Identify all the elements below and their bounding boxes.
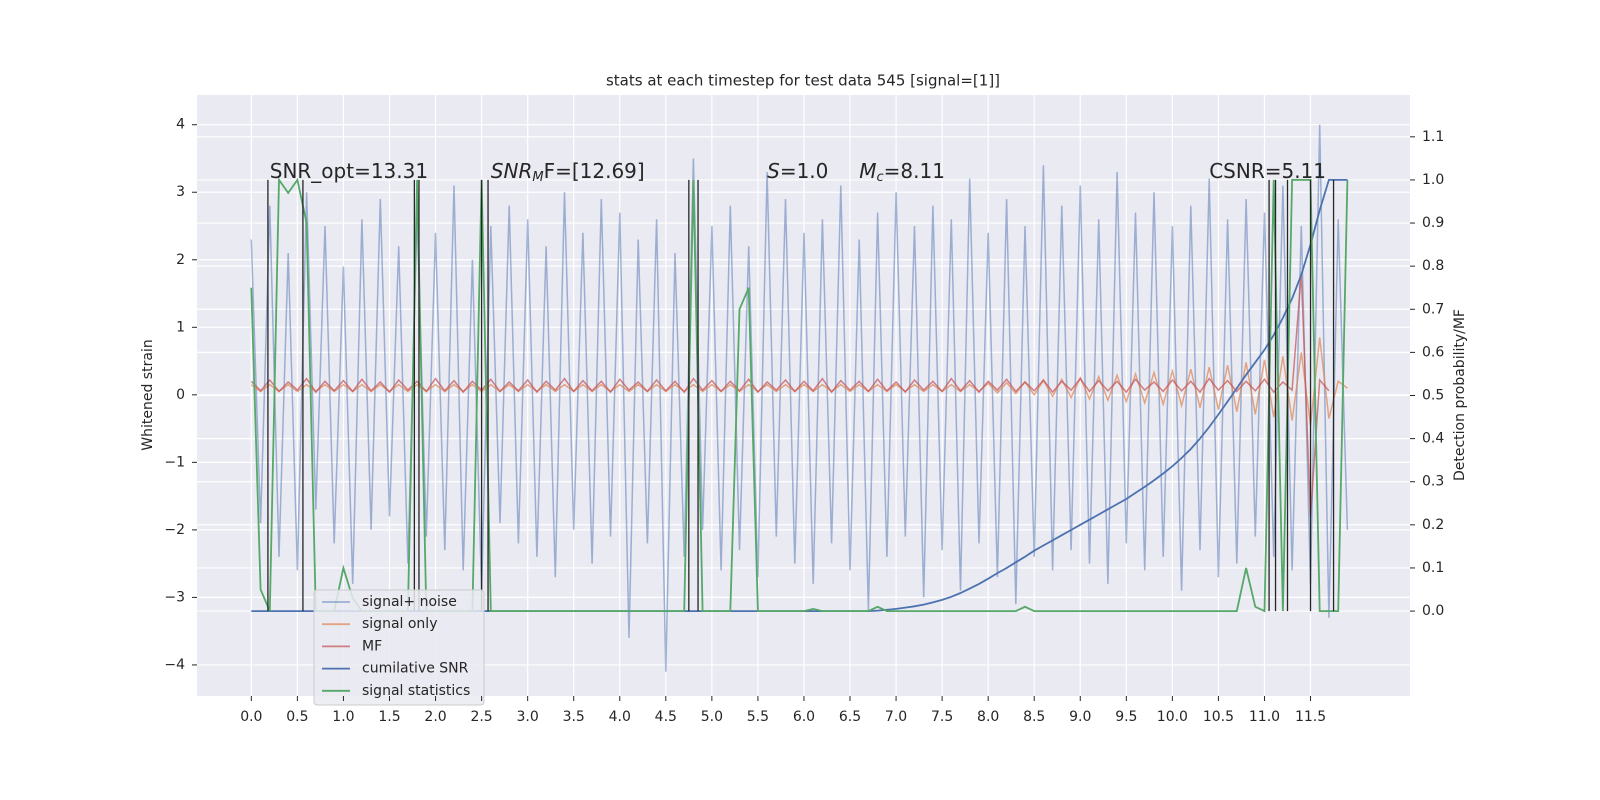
annotation: S=1.0: [767, 158, 828, 182]
annotation-part: =1.0: [780, 158, 829, 182]
annotation-part: S: [767, 158, 780, 182]
annotation-part: SNR_opt=13.31: [270, 158, 428, 182]
y2-tick-label: 1.0: [1422, 172, 1444, 188]
annotation-part: M: [859, 158, 876, 182]
y2-tick-label: 0.7: [1422, 301, 1444, 317]
x-tick-label: 0.5: [286, 709, 308, 725]
x-tick-label: 11.0: [1249, 709, 1280, 725]
annotation-part: M: [532, 169, 543, 184]
annotation: CSNR=5.11: [1209, 158, 1326, 182]
annotation-part: c: [876, 169, 883, 184]
y-tick-label: 1: [176, 319, 185, 335]
y2-tick-label: 0.6: [1422, 344, 1444, 360]
series-line: [250, 124, 1349, 672]
x-tick-label: 11.5: [1295, 709, 1326, 725]
chart-title: stats at each timestep for test data 545…: [606, 72, 1000, 90]
y2-axis-label: Detection probability/MF: [1452, 309, 1468, 481]
y2-tick-label: 0.2: [1422, 517, 1444, 533]
x-tick-label: 6.0: [793, 709, 815, 725]
legend-label: MF: [362, 638, 382, 654]
x-tick-label: 6.5: [839, 709, 861, 725]
y-tick-label: −4: [164, 657, 185, 673]
y-tick-label: −1: [164, 454, 185, 470]
x-tick-label: 2.0: [424, 709, 446, 725]
annotation-part: SNR: [491, 158, 533, 182]
y2-tick-label: 0.0: [1422, 603, 1444, 619]
legend-label: signal+ noise: [362, 594, 457, 610]
x-tick-label: 10.0: [1157, 709, 1188, 725]
annotation: Mc=8.11: [859, 158, 945, 184]
series-line: [250, 337, 1348, 426]
series-line: [250, 273, 1330, 517]
y2-tick-label: 0.5: [1422, 388, 1444, 404]
y-tick-label: 0: [176, 387, 185, 403]
x-tick-label: 4.0: [609, 709, 631, 725]
x-tick-label: 4.5: [655, 709, 677, 725]
y2-tick-label: 1.1: [1422, 129, 1444, 145]
x-tick-label: 9.0: [1069, 709, 1091, 725]
x-tick-label: 2.5: [470, 709, 492, 725]
legend-label: cumilative SNR: [362, 661, 469, 677]
x-tick-label: 1.0: [332, 709, 354, 725]
y2-tick-label: 0.9: [1422, 215, 1444, 231]
x-tick-label: 5.0: [701, 709, 723, 725]
x-tick-label: 10.5: [1203, 709, 1234, 725]
y2-tick-label: 0.4: [1422, 431, 1444, 447]
annotation: SNRMF=[12.69]: [491, 158, 645, 184]
legend-label: signal statistics: [362, 683, 470, 699]
y2-tick-label: 0.3: [1422, 474, 1444, 490]
y2-tick-label: 0.8: [1422, 258, 1444, 274]
y-tick-label: 4: [176, 117, 185, 133]
y-tick-label: −2: [164, 522, 185, 538]
x-tick-label: 1.5: [378, 709, 400, 725]
x-tick-label: 7.5: [931, 709, 953, 725]
y-tick-label: 2: [176, 252, 185, 268]
legend-box: [313, 589, 485, 706]
y-tick-label: −3: [164, 589, 185, 605]
x-tick-label: 7.0: [885, 709, 907, 725]
annotation-part: F=[12.69]: [544, 158, 645, 182]
x-tick-label: 9.5: [1115, 709, 1137, 725]
y-tick-label: 3: [176, 184, 185, 200]
x-tick-label: 0.0: [240, 709, 262, 725]
y2-tick-label: 0.1: [1422, 560, 1444, 576]
x-tick-label: 5.5: [747, 709, 769, 725]
annotation-part: =8.11: [884, 158, 945, 182]
annotation: SNR_opt=13.31: [270, 158, 428, 182]
x-tick-label: 3.5: [563, 709, 585, 725]
legend-label: signal only: [362, 616, 437, 632]
x-tick-label: 8.5: [1023, 709, 1045, 725]
y-axis-label: Whitened strain: [140, 339, 156, 450]
annotation-part: CSNR=5.11: [1209, 158, 1326, 182]
x-tick-label: 8.0: [977, 709, 999, 725]
x-tick-label: 3.0: [517, 709, 539, 725]
